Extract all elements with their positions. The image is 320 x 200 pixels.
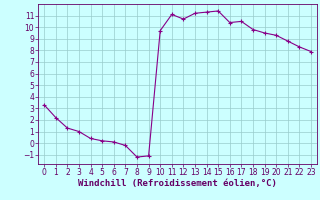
X-axis label: Windchill (Refroidissement éolien,°C): Windchill (Refroidissement éolien,°C) [78, 179, 277, 188]
